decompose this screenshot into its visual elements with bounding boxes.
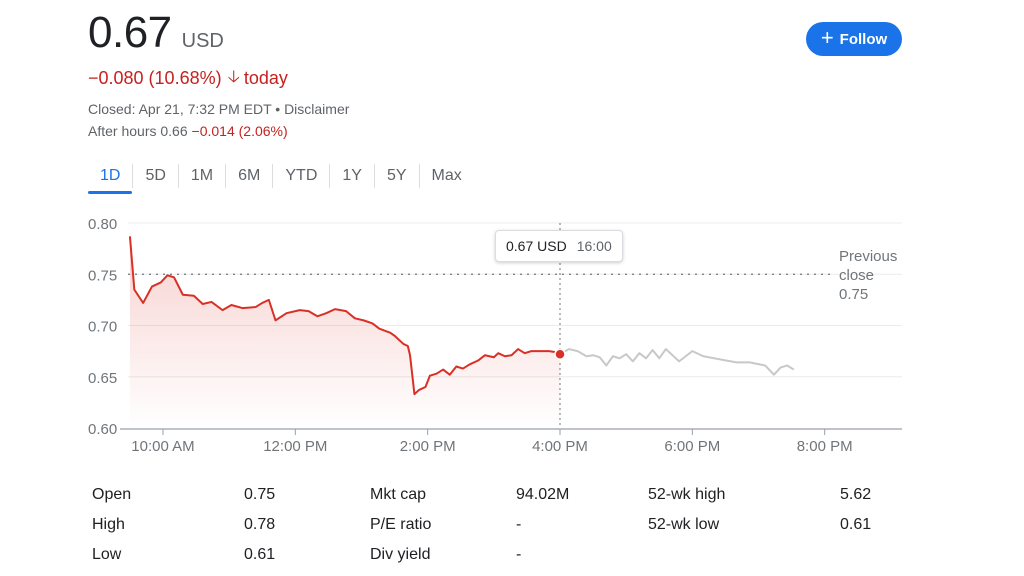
stat-label-pe-ratio: P/E ratio — [370, 516, 432, 533]
tooltip-time: 16:00 — [576, 238, 612, 254]
x-tick-label: 6:00 PM — [664, 438, 720, 455]
y-tick-label: 0.65 — [88, 370, 117, 387]
after-hours-info: After hours 0.66 −0.014 (2.06%) — [88, 123, 288, 139]
hover-tooltip: 0.67 USD 16:00 — [495, 230, 623, 262]
stat-label-open: Open — [92, 486, 132, 503]
stat-value-low: 0.61 — [244, 546, 276, 563]
stat-value-52wk-low: 0.61 — [840, 516, 872, 533]
previous-close-line2: close — [839, 267, 875, 284]
closed-info: Closed: Apr 21, 7:32 PM EDT • Disclaimer — [88, 101, 350, 117]
x-tick-label: 10:00 AM — [131, 438, 194, 455]
stat-label-high: High — [92, 516, 125, 533]
tab-divider — [329, 164, 331, 188]
x-tick-label: 4:00 PM — [532, 438, 588, 455]
stat-value-div-yield: - — [516, 546, 522, 563]
tab-divider — [177, 164, 179, 188]
y-tick-label: 0.75 — [88, 267, 117, 284]
tab-1y[interactable]: 1Y — [342, 167, 362, 184]
stat-value-pe-ratio: - — [516, 516, 522, 533]
tab-divider — [418, 164, 420, 188]
price-chart[interactable]: 0.80 0.75 0.70 0.65 0.60 10:00 AM 12:00 PM 2:0… — [0, 205, 1024, 465]
stat-label-52wk-low: 52-wk low — [648, 516, 720, 533]
quote-header: 0.67 USD — [88, 8, 224, 58]
tab-divider — [272, 164, 274, 188]
previous-close-value: 0.75 — [839, 286, 869, 303]
plus-icon: + — [820, 25, 834, 50]
change-value: −0.080 (10.68%) — [88, 68, 222, 88]
stat-value-high: 0.78 — [244, 516, 276, 533]
key-stats: Open 0.75 High 0.78 Low 0.61 Mkt cap 94.… — [90, 484, 890, 574]
after-hours-line — [559, 348, 795, 376]
tab-1m[interactable]: 1M — [190, 167, 214, 184]
change-suffix: today — [243, 68, 288, 88]
stat-label-mkt-cap: Mkt cap — [370, 486, 427, 503]
range-tabs: 1D 5D 1M 6M YTD 1Y 5Y Max — [88, 160, 474, 194]
hover-marker — [554, 348, 566, 360]
stat-value-open: 0.75 — [244, 486, 276, 503]
previous-close-line1: Previous — [839, 248, 898, 265]
tab-5y[interactable]: 5Y — [386, 167, 407, 184]
tab-5d[interactable]: 5D — [145, 167, 166, 184]
tab-divider — [225, 164, 227, 188]
price-change: −0.080 (10.68%) 🡣 today — [88, 64, 288, 93]
stat-label-div-yield: Div yield — [370, 546, 431, 563]
tab-6m[interactable]: 6M — [238, 167, 261, 184]
tooltip-price: 0.67 USD — [506, 238, 567, 254]
stat-label-52wk-high: 52-wk high — [648, 486, 726, 503]
after-hours-price: After hours 0.66 — [88, 123, 188, 139]
regular-session-area — [129, 236, 560, 428]
y-tick-label: 0.80 — [88, 216, 117, 233]
x-tick-label: 2:00 PM — [400, 438, 456, 455]
after-hours-change: −0.014 (2.06%) — [191, 123, 288, 139]
follow-button[interactable]: + Follow — [806, 22, 902, 56]
currency-label: USD — [181, 30, 224, 52]
down-arrow-icon: 🡣 — [227, 67, 240, 86]
follow-label: Follow — [839, 30, 888, 48]
x-tick-label: 8:00 PM — [797, 438, 853, 455]
stat-value-52wk-high: 5.62 — [840, 486, 872, 503]
tab-divider — [373, 164, 375, 188]
tab-ytd[interactable]: YTD — [285, 167, 318, 184]
regular-session-line — [128, 236, 561, 396]
stat-value-mkt-cap: 94.02M — [516, 486, 570, 503]
current-price: 0.67 — [88, 8, 172, 57]
previous-close-label: Previous close 0.75 — [839, 247, 897, 304]
x-tick-label: 12:00 PM — [263, 438, 327, 455]
y-tick-label: 0.60 — [88, 421, 117, 438]
tab-divider — [132, 164, 134, 188]
tab-max[interactable]: Max — [431, 167, 462, 184]
stat-label-low: Low — [92, 546, 122, 563]
tab-1d[interactable]: 1D — [88, 160, 133, 194]
y-tick-label: 0.70 — [88, 319, 117, 336]
